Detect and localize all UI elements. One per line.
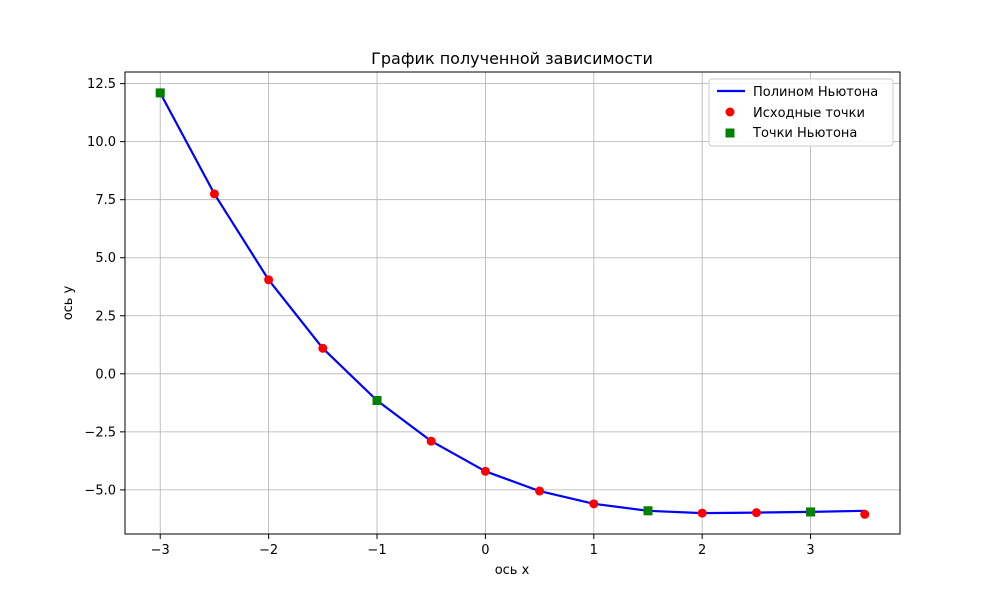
y-tick-label: −2.5 — [84, 425, 116, 440]
x-tick-label: 2 — [698, 543, 706, 558]
data-point-source — [535, 486, 545, 496]
x-tick-label: −2 — [259, 543, 278, 558]
data-point-source — [426, 436, 436, 446]
x-tick-label: 1 — [590, 543, 598, 558]
y-tick-label: −5.0 — [84, 483, 116, 498]
data-point-source — [751, 508, 761, 518]
chart-title: График полученной зависимости — [371, 49, 653, 68]
data-point-source — [264, 275, 274, 285]
y-axis-label: ось y — [61, 285, 76, 320]
data-point-newton — [806, 507, 816, 517]
y-tick-label: 2.5 — [95, 309, 116, 324]
plot-series — [155, 88, 870, 519]
y-tick-label: 10.0 — [87, 135, 116, 150]
data-point-newton — [372, 396, 382, 406]
data-point-newton — [155, 88, 165, 98]
x-tick-label: −3 — [151, 543, 170, 558]
data-point-source — [480, 466, 490, 476]
x-axis-label: ось x — [495, 563, 530, 578]
data-point-source — [318, 343, 328, 353]
x-tick-label: −1 — [367, 543, 386, 558]
legend: Полином Ньютона Исходные точки Точки Нью… — [708, 78, 894, 147]
legend-label-newton-polynomial: Полином Ньютона — [753, 85, 878, 100]
y-tick-label: 7.5 — [95, 193, 116, 208]
x-tick-label: 0 — [481, 543, 489, 558]
plot-frame — [124, 71, 901, 535]
y-tick-label: 12.5 — [87, 77, 116, 92]
data-point-source — [209, 189, 219, 199]
data-point-source — [860, 509, 870, 519]
series-line-newton-polynomial — [159, 92, 865, 515]
data-point-source — [589, 499, 599, 509]
x-tick-label: 3 — [806, 543, 814, 558]
grid — [125, 72, 900, 534]
y-tick-label: 5.0 — [95, 251, 116, 266]
y-tick-label: 0.0 — [95, 367, 116, 382]
legend-label-source-points: Исходные точки — [753, 106, 865, 121]
legend-square-marker — [725, 128, 735, 138]
legend-box — [708, 78, 894, 147]
data-point-newton — [643, 506, 653, 516]
legend-circle-marker — [725, 107, 735, 117]
axis-ticks: −3 −2 −1 0 1 2 3 −5.0 −2.5 0.0 2.5 5.0 7.5 10.0 12.5 — [84, 77, 814, 558]
data-point-source — [697, 508, 707, 518]
legend-label-newton-points: Точки Ньютона — [752, 126, 857, 141]
